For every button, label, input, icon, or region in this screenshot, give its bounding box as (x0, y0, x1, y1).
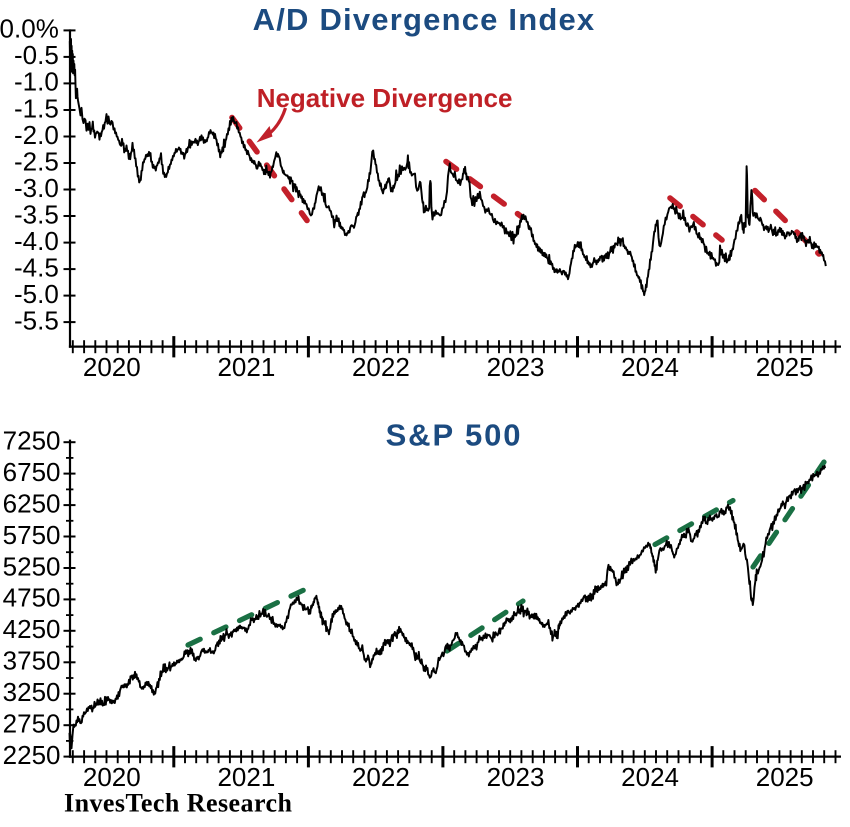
svg-text:-4.0: -4.0 (14, 226, 59, 256)
svg-text:3250: 3250 (3, 677, 61, 707)
svg-text:5750: 5750 (3, 520, 61, 550)
svg-text:2020: 2020 (83, 762, 141, 792)
svg-text:-1.5: -1.5 (14, 93, 59, 123)
svg-text:Negative Divergence: Negative Divergence (257, 83, 513, 113)
svg-text:-3.0: -3.0 (14, 173, 59, 203)
svg-text:-5.0: -5.0 (14, 279, 59, 309)
svg-text:2021: 2021 (217, 352, 275, 382)
svg-text:2023: 2023 (487, 352, 545, 382)
svg-text:7250: 7250 (3, 426, 61, 456)
svg-text:6250: 6250 (3, 488, 61, 518)
svg-text:2025: 2025 (756, 762, 814, 792)
svg-text:2020: 2020 (83, 352, 141, 382)
svg-text:-2.0: -2.0 (14, 120, 59, 150)
svg-text:3750: 3750 (3, 646, 61, 676)
svg-text:2022: 2022 (352, 352, 410, 382)
svg-text:0.0%: 0.0% (0, 14, 59, 44)
svg-text:2021: 2021 (217, 762, 275, 792)
svg-text:-0.5: -0.5 (14, 40, 59, 70)
svg-text:-4.5: -4.5 (14, 252, 59, 282)
svg-text:2023: 2023 (487, 762, 545, 792)
svg-text:-3.5: -3.5 (14, 199, 59, 229)
svg-text:2250: 2250 (3, 740, 61, 770)
svg-text:2025: 2025 (756, 352, 814, 382)
svg-text:-2.5: -2.5 (14, 146, 59, 176)
svg-text:A/D Divergence Index: A/D Divergence Index (253, 2, 596, 37)
svg-text:InvesTech Research: InvesTech Research (64, 789, 292, 818)
svg-text:2024: 2024 (621, 352, 679, 382)
svg-text:6750: 6750 (3, 457, 61, 487)
svg-text:4750: 4750 (3, 583, 61, 613)
svg-text:2022: 2022 (352, 762, 410, 792)
svg-text:-5.5: -5.5 (14, 305, 59, 335)
svg-text:5250: 5250 (3, 551, 61, 581)
svg-text:-1.0: -1.0 (14, 67, 59, 97)
svg-text:2750: 2750 (3, 709, 61, 739)
svg-text:4250: 4250 (3, 614, 61, 644)
svg-text:S&P 500: S&P 500 (386, 418, 523, 453)
svg-text:2024: 2024 (621, 762, 679, 792)
